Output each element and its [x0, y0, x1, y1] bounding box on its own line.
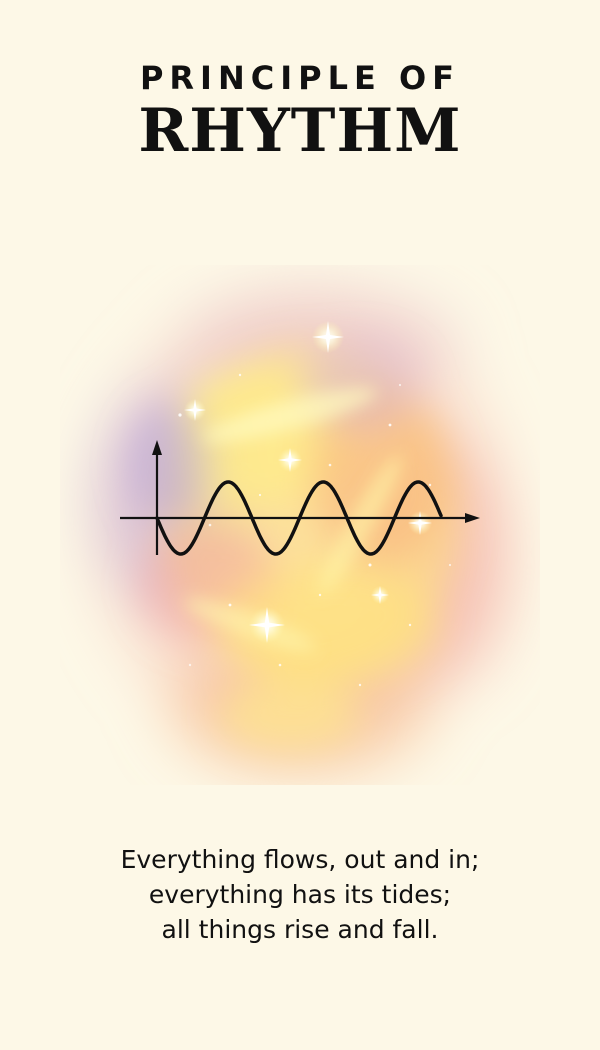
quote: Everything flows, out and in; everything… — [0, 842, 600, 947]
quote-line-3: all things rise and fall. — [161, 915, 439, 944]
eyebrow-text: PRINCIPLE OF — [139, 59, 461, 97]
quote-line-1: Everything flows, out and in; — [120, 845, 480, 874]
page-title: RHYTHM — [138, 96, 462, 166]
nebula-svg — [95, 290, 510, 775]
nebula-illustration — [60, 265, 540, 785]
sparkle-dots — [178, 373, 452, 687]
quote-line-2: everything has its tides; — [148, 880, 452, 909]
sparkle-stars — [184, 321, 432, 643]
header: PRINCIPLE OF RHYTHM — [0, 58, 600, 164]
sine-wave-icon — [120, 440, 480, 556]
